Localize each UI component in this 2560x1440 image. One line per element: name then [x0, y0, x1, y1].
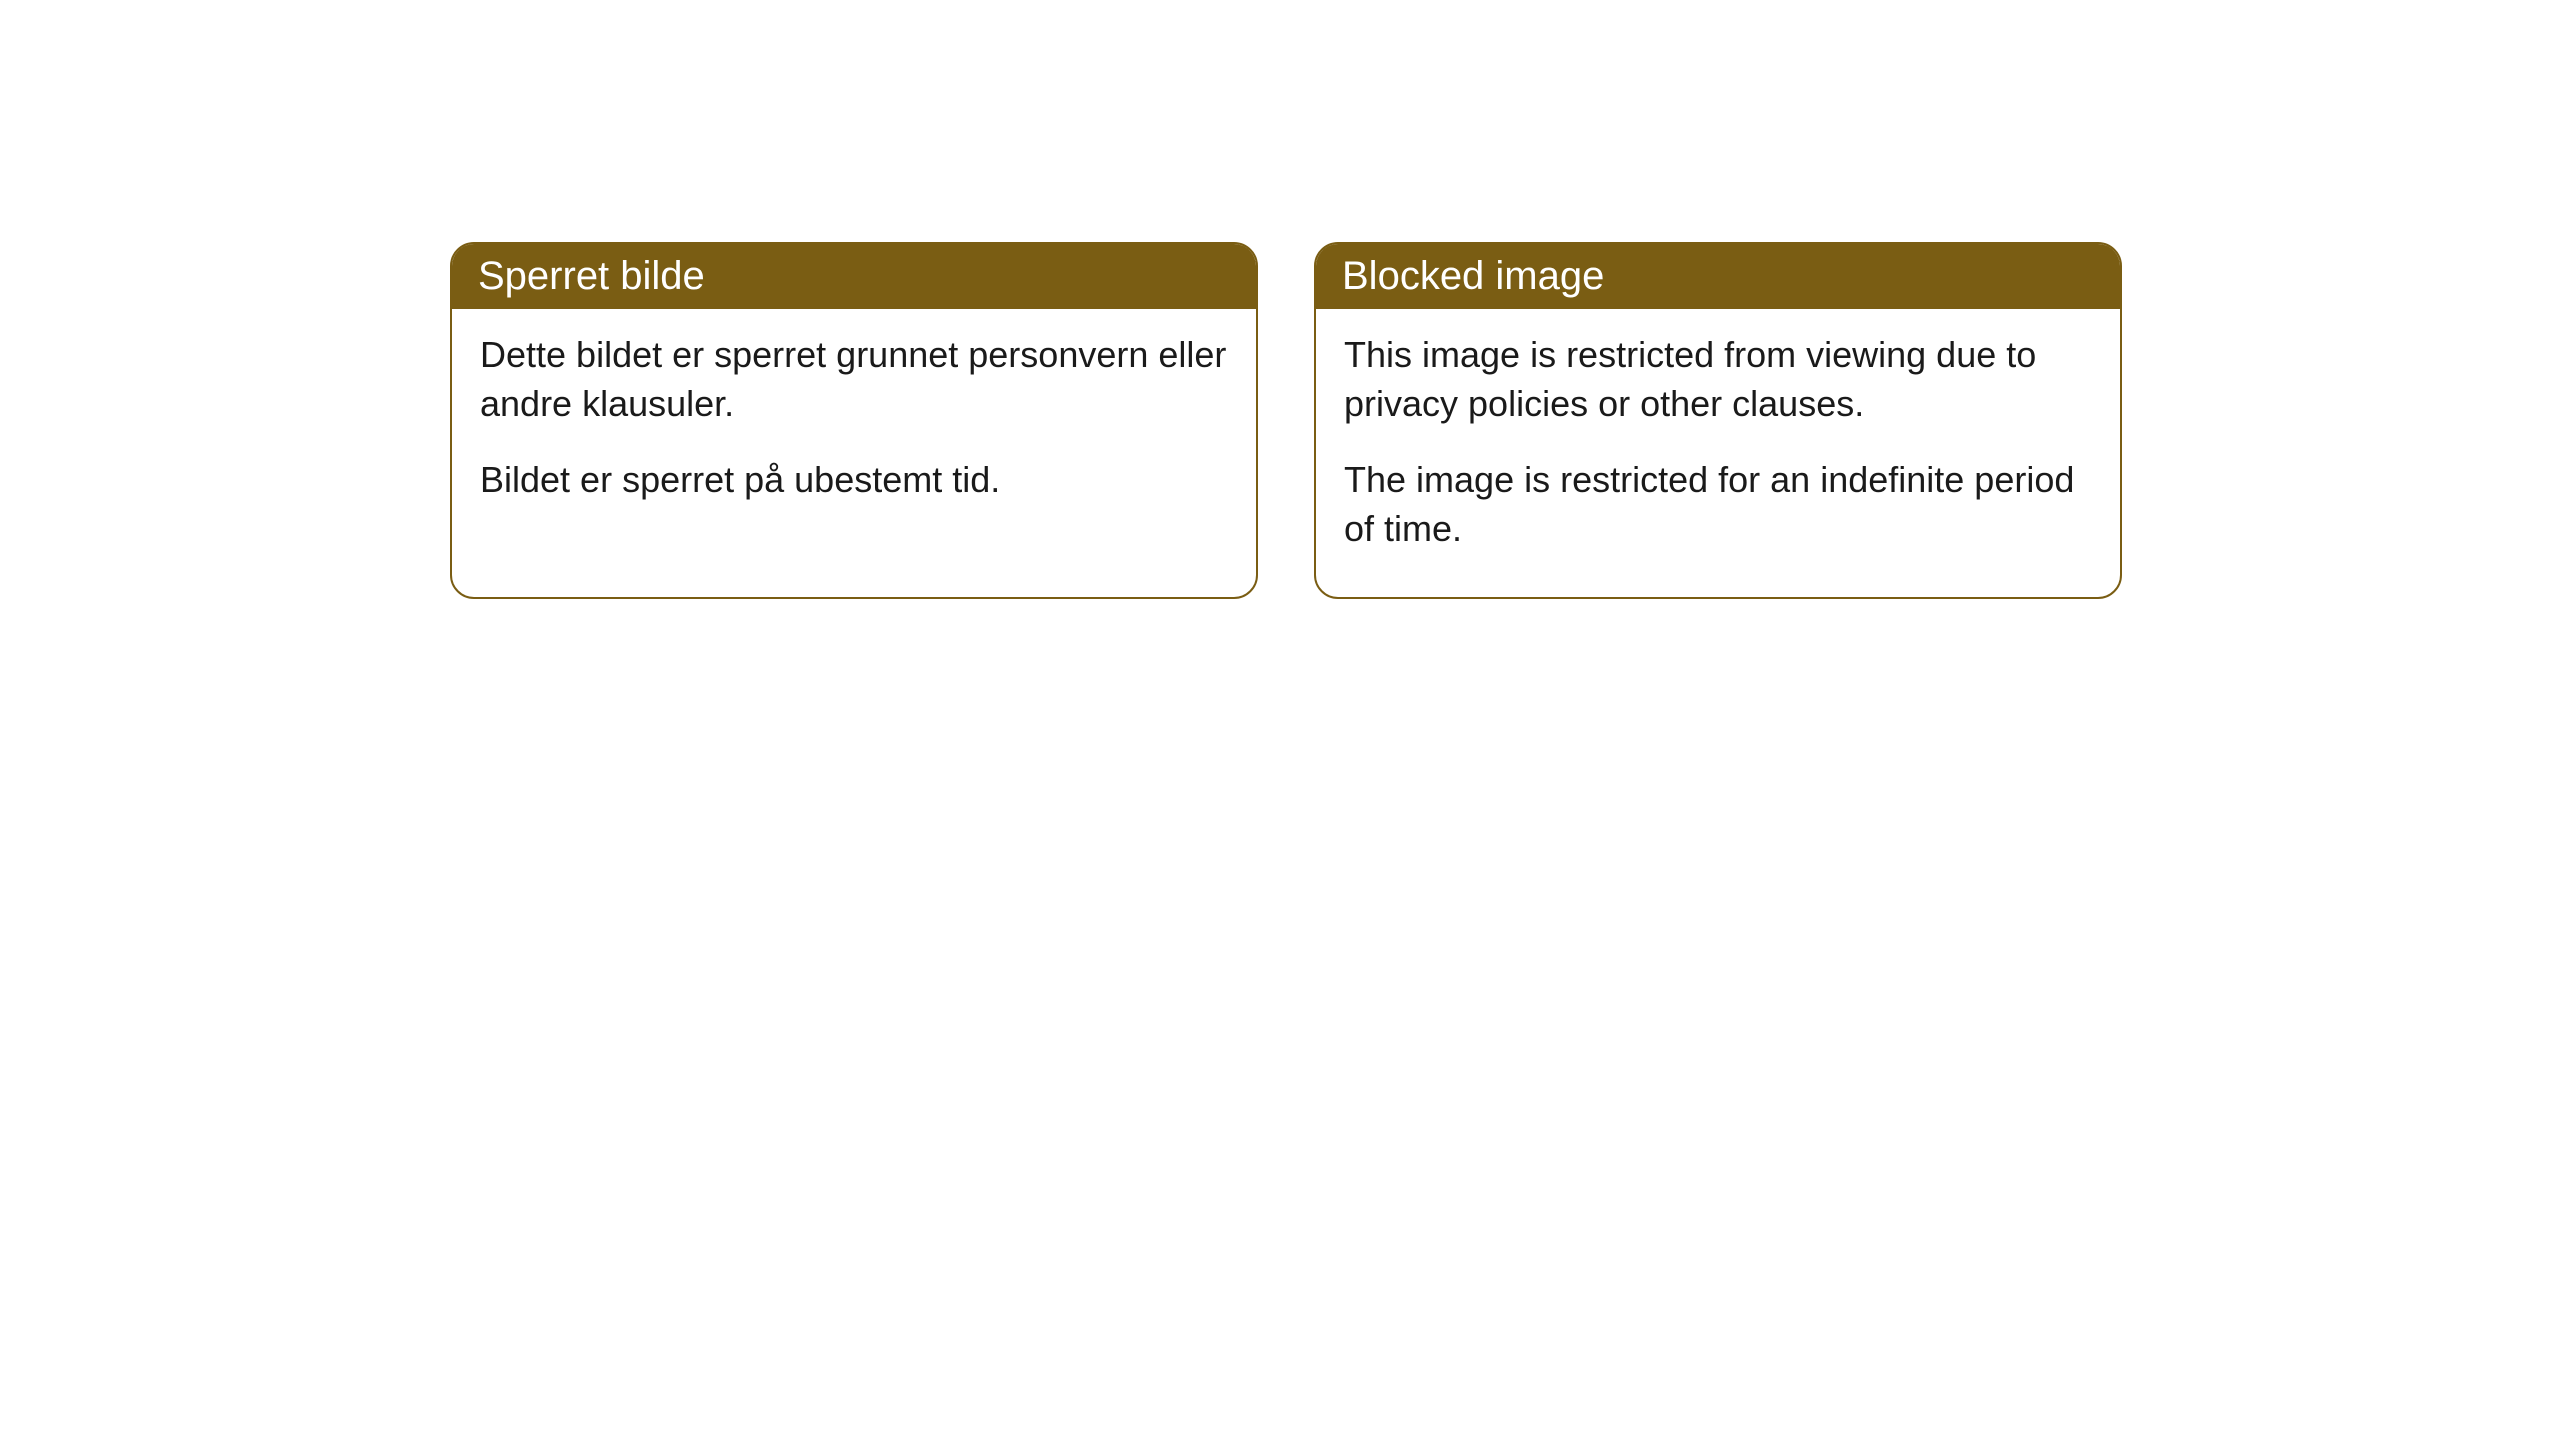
notice-card-norwegian: Sperret bilde Dette bildet er sperret gr… — [450, 242, 1258, 599]
notice-card-english: Blocked image This image is restricted f… — [1314, 242, 2122, 599]
card-body: Dette bildet er sperret grunnet personve… — [452, 309, 1256, 549]
card-paragraph: Dette bildet er sperret grunnet personve… — [480, 331, 1228, 428]
card-body: This image is restricted from viewing du… — [1316, 309, 2120, 597]
card-title: Sperret bilde — [478, 254, 705, 298]
card-paragraph: The image is restricted for an indefinit… — [1344, 456, 2092, 553]
card-header: Blocked image — [1316, 244, 2120, 309]
card-paragraph: This image is restricted from viewing du… — [1344, 331, 2092, 428]
notice-cards-container: Sperret bilde Dette bildet er sperret gr… — [450, 242, 2122, 599]
card-title: Blocked image — [1342, 254, 1604, 298]
card-header: Sperret bilde — [452, 244, 1256, 309]
card-paragraph: Bildet er sperret på ubestemt tid. — [480, 456, 1228, 505]
